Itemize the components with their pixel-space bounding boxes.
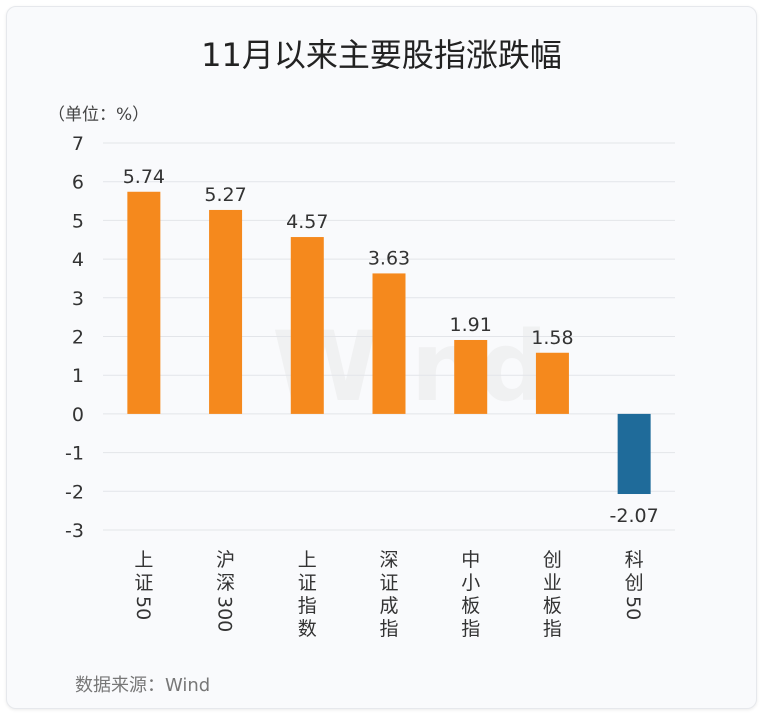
y-tick-label: 4 [72,249,84,271]
category-label: 深证成指 [379,549,398,640]
chart-title: 11月以来主要股指涨跌幅 [201,36,562,74]
data-source: 数据来源：Wind [75,675,211,696]
category-label-digits: 300 [214,596,236,632]
bar [209,209,243,414]
y-tick-label: -1 [65,443,84,465]
y-tick-label: 6 [72,172,84,194]
category-label: 上证指数 [298,549,317,640]
bar [617,413,651,495]
category-label: 上证 [134,549,153,594]
y-tick-label: 5 [72,210,84,232]
category-label: 科创 [625,549,644,594]
bar-value-label: 5.27 [204,184,246,206]
y-tick-label: 7 [72,133,84,155]
bar [535,352,569,414]
y-tick-label: 1 [72,365,84,387]
bar-value-label: 5.74 [123,166,165,188]
bar [454,339,488,414]
category-label: 中小板指 [461,549,480,640]
y-tick-label: -2 [65,481,84,503]
bar-value-label: 3.63 [368,247,410,269]
bar-value-label: 1.58 [531,327,573,349]
y-tick-label: -3 [65,520,84,542]
bar-value-label: 4.57 [286,211,328,233]
category-label-digits: 50 [132,596,154,620]
bar-value-label: -2.07 [610,505,659,527]
category-label-digits: 50 [622,596,644,620]
bar [290,237,324,414]
y-tick-label: 3 [72,288,84,310]
bar [127,191,161,414]
bar-value-label: 1.91 [450,314,492,336]
y-tick-label: 2 [72,327,84,349]
unit-label: （单位：%） [48,105,150,125]
bar [372,273,406,414]
y-tick-label: 0 [72,404,84,426]
category-label: 沪深 [216,549,235,594]
category-label: 创业板指 [543,549,562,640]
